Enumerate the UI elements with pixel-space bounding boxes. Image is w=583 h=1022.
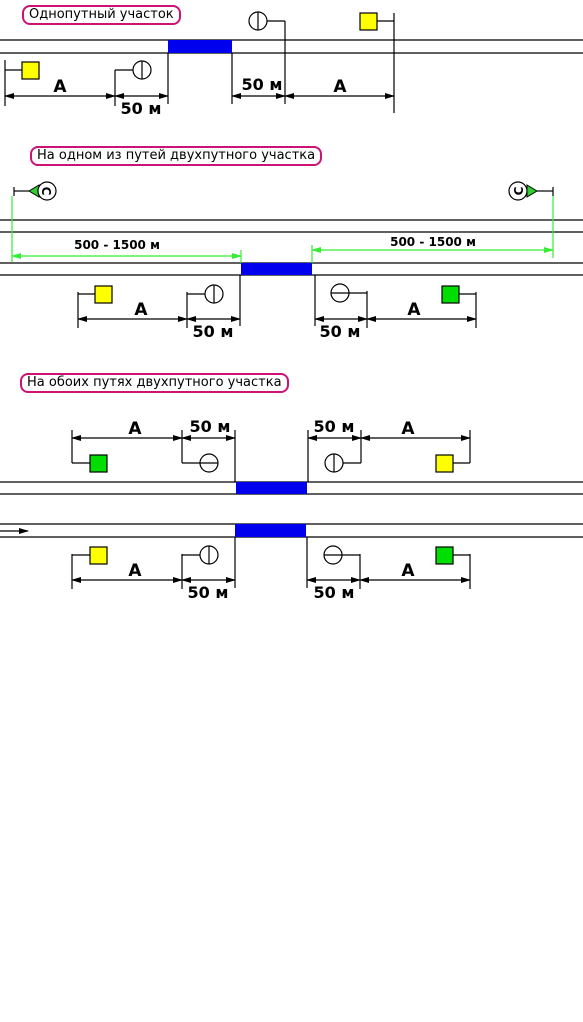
work-zone [241,263,312,275]
section-title-one-of-double-track: На одном из путей двухпутного участка [30,146,323,166]
label-50m: 50 м [314,583,355,602]
section-one-of-double-track: С С 500 - 1500 м 500 - 1500 м [0,181,583,341]
yellow-signal-sign [359,12,395,113]
label-a: А [134,300,148,320]
stop-sign-circle-vertical [114,60,152,106]
label-a: А [407,300,421,320]
label-50m: 50 м [193,322,234,341]
yellow-signal-sign [4,60,40,106]
label-c: С [39,187,53,196]
green-signal-sign [435,546,471,589]
section-title-single-track: Однопутный участок [22,5,181,25]
stop-sign-circle-vertical [181,545,219,589]
label-50m: 50 м [188,583,229,602]
stop-sign-circle-horizontal [323,545,361,589]
green-signal-sign [441,285,477,328]
section-both-double-track: А 50 м 50 м А [0,417,583,602]
work-zone [168,40,232,53]
label-50m: 50 м [190,417,231,436]
yellow-signal-sign [71,546,108,589]
yellow-signal-sign [435,430,471,473]
label-50m: 50 м [121,99,162,118]
stop-sign-circle-horizontal [181,430,219,473]
label-50m: 50 м [320,322,361,341]
label-a: А [333,77,347,97]
horn-signal-c-right: С [508,181,554,201]
stop-sign-circle-horizontal [330,283,368,328]
green-signal-sign [71,430,108,473]
label-a: А [128,419,142,439]
stop-sign-circle-vertical [248,11,286,104]
label-range: 500 - 1500 м [74,238,160,252]
label-a: А [128,561,142,581]
horn-signal-c-left: С [13,181,57,201]
label-a: А [401,419,415,439]
label-a: А [401,561,415,581]
section-single-track: А 50 м 50 м А [0,11,583,118]
label-range: 500 - 1500 м [390,235,476,249]
stop-sign-circle-vertical [186,284,224,328]
work-zone [235,524,306,537]
label-50m: 50 м [314,417,355,436]
label-50m: 50 м [242,75,283,94]
yellow-signal-sign [77,285,113,328]
label-a: А [53,77,67,97]
work-zone [236,482,307,494]
label-c: С [512,186,526,195]
section-title-both-double-track: На обоих путях двухпутного участка [20,373,289,393]
stop-sign-circle-vertical [324,430,362,473]
